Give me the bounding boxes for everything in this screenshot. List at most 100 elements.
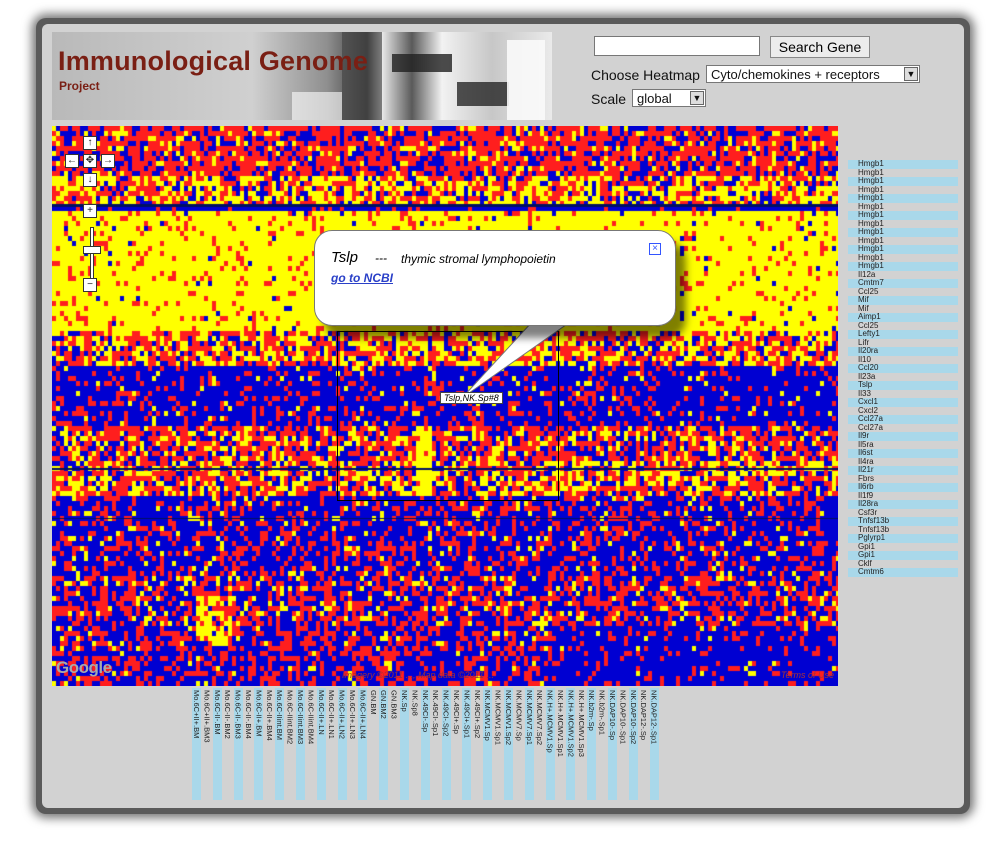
sample-label[interactable]: Mo.6C-II+.LN2 bbox=[337, 688, 347, 800]
gene-label[interactable]: Hmgb1 bbox=[848, 261, 958, 271]
gene-label[interactable]: Il33 bbox=[858, 388, 871, 398]
sample-label[interactable]: NK.MCMV1.Sp1 bbox=[494, 688, 503, 800]
gene-label[interactable]: Mif bbox=[858, 303, 869, 313]
sample-label[interactable]: Mo.6C-II-.BM2 bbox=[223, 688, 232, 800]
terms-of-use-link[interactable]: Terms of Use bbox=[780, 670, 834, 680]
sample-label[interactable]: GN.BM3 bbox=[390, 688, 399, 800]
gene-label[interactable]: Tnfsf13b bbox=[848, 516, 958, 526]
zoom-slider-thumb[interactable] bbox=[83, 246, 101, 254]
gene-label[interactable]: Il6rb bbox=[848, 482, 958, 492]
sample-label[interactable]: NK.b2m-.Sp1 bbox=[598, 688, 607, 800]
gene-label[interactable]: Gpi1 bbox=[858, 541, 875, 551]
gene-label[interactable]: Hmgb1 bbox=[848, 159, 958, 169]
gene-label[interactable]: Fbrs bbox=[858, 473, 874, 483]
sample-label[interactable]: Mo.6C-II+.LN1 bbox=[327, 688, 336, 800]
gene-label[interactable]: Il4ra bbox=[858, 456, 874, 466]
gene-label[interactable]: Il10 bbox=[858, 354, 871, 364]
pan-left-button[interactable]: ← bbox=[65, 154, 79, 168]
gene-label[interactable]: Hmgb1 bbox=[858, 201, 884, 211]
gene-label[interactable]: Cmtm6 bbox=[848, 567, 958, 577]
sample-label[interactable]: Mo.6C-II+.LN bbox=[316, 688, 326, 800]
gene-label[interactable]: Lifr bbox=[858, 337, 870, 347]
gene-label[interactable]: Il6st bbox=[848, 448, 958, 458]
gene-label[interactable]: Ccl27a bbox=[848, 414, 958, 424]
sample-label[interactable]: NK.DAP12-.Sp bbox=[639, 688, 648, 800]
heatmap-map[interactable]: ↑ ← ✥ → ↓ + − Tslp --- thymic stromal ly… bbox=[52, 126, 838, 686]
gene-label[interactable]: Cxcl2 bbox=[858, 405, 879, 415]
gene-label[interactable]: Pglyrp1 bbox=[848, 533, 958, 543]
search-gene-button[interactable]: Search Gene bbox=[770, 36, 870, 58]
sample-label[interactable]: NK.b2m-.Sp bbox=[587, 688, 597, 800]
gene-label[interactable]: Il20ra bbox=[848, 346, 958, 356]
close-icon[interactable]: × bbox=[649, 243, 661, 255]
sample-label[interactable]: Mo.6C-II-.BM4 bbox=[244, 688, 253, 800]
gene-label[interactable]: Cxcl1 bbox=[848, 397, 958, 407]
gene-label[interactable]: Il12a bbox=[858, 269, 876, 279]
sample-label[interactable]: NK.49CI+.Sp2 bbox=[473, 688, 482, 800]
gene-label[interactable]: Ccl25 bbox=[858, 320, 879, 330]
ncbi-link[interactable]: go to NCBI bbox=[331, 271, 393, 285]
gene-label[interactable]: Ccl20 bbox=[848, 363, 958, 373]
heatmap-select[interactable]: Cyto/chemokines + receptors ▼ bbox=[706, 65, 920, 83]
sample-label[interactable]: NK.H+.MCMV1.Sp1 bbox=[556, 688, 565, 800]
gene-label[interactable]: Il9r bbox=[848, 431, 958, 441]
sample-label[interactable]: NK.49CI-.Sp2 bbox=[441, 688, 451, 800]
sample-label[interactable]: NK.DAP10-.Sp bbox=[608, 688, 617, 800]
heatmap-canvas[interactable] bbox=[52, 126, 838, 686]
gene-label[interactable]: Csf3r bbox=[858, 507, 878, 517]
gene-label[interactable]: Il1f9 bbox=[858, 490, 874, 500]
sample-label[interactable]: NK.Sp8 bbox=[410, 688, 419, 800]
gene-label[interactable]: Ccl27a bbox=[858, 422, 883, 432]
sample-label[interactable]: Mo.6C-IIint.BM3 bbox=[296, 688, 305, 800]
sample-label[interactable]: NK.H+.MCMV1.Sp3 bbox=[577, 688, 586, 800]
pan-right-button[interactable]: → bbox=[101, 154, 115, 168]
sample-label[interactable]: Mo.6C-II+.LN4 bbox=[358, 688, 368, 800]
gene-label[interactable]: Il28ra bbox=[848, 499, 958, 509]
sample-label[interactable]: NK.MCMV1.Sp bbox=[483, 688, 493, 800]
gene-label[interactable]: Cklf bbox=[858, 558, 872, 568]
sample-label[interactable]: NK.49CI+.Sp bbox=[452, 688, 461, 800]
gene-label[interactable]: Il21r bbox=[848, 465, 958, 475]
pan-center-button[interactable]: ✥ bbox=[83, 154, 97, 168]
sample-label[interactable]: NK.H+.MCMV1.Sp bbox=[545, 688, 555, 800]
zoom-in-button[interactable]: + bbox=[83, 204, 97, 218]
gene-label[interactable]: Hmgb1 bbox=[848, 193, 958, 203]
gene-label[interactable]: Tslp bbox=[848, 380, 958, 390]
gene-label[interactable]: Hmgb1 bbox=[848, 244, 958, 254]
sample-label[interactable]: Mo.6C-II-.BM bbox=[212, 688, 222, 800]
gene-label[interactable]: Aimp1 bbox=[848, 312, 958, 322]
gene-label[interactable]: Ccl25 bbox=[858, 286, 879, 296]
gene-label[interactable]: Hmgb1 bbox=[848, 210, 958, 220]
sample-label[interactable]: NK.DAP10-.Sp2 bbox=[628, 688, 638, 800]
sample-label[interactable]: NK.DAP10-.Sp1 bbox=[618, 688, 627, 800]
sample-label[interactable]: Mo.6C-IIint.BM4 bbox=[306, 688, 315, 800]
gene-label[interactable]: Hmgb1 bbox=[858, 252, 884, 262]
zoom-out-button[interactable]: − bbox=[83, 278, 97, 292]
sample-label[interactable]: Mo.6C-II-.BM3 bbox=[233, 688, 243, 800]
gene-label[interactable]: Hmgb1 bbox=[858, 218, 884, 228]
google-logo[interactable]: Google bbox=[56, 658, 112, 677]
sample-label[interactable]: Mo.6C-II+.BM bbox=[254, 688, 264, 800]
gene-label[interactable]: Il5ra bbox=[858, 439, 874, 449]
gene-label[interactable]: Hmgb1 bbox=[858, 235, 884, 245]
gene-label[interactable]: Cmtm7 bbox=[848, 278, 958, 288]
sample-label[interactable]: NK.49CI-.Sp1 bbox=[431, 688, 440, 800]
sample-label[interactable]: NK.DAP12-.Sp1 bbox=[649, 688, 659, 800]
sample-label[interactable]: NK.H+.MCMV1.Sp2 bbox=[566, 688, 576, 800]
sample-label[interactable]: Mo.6C+II+.BM3 bbox=[202, 688, 211, 800]
gene-label[interactable]: Hmgb1 bbox=[848, 227, 958, 237]
search-input[interactable] bbox=[594, 36, 760, 56]
gene-label[interactable]: Hmgb1 bbox=[848, 176, 958, 186]
gene-label[interactable]: Hmgb1 bbox=[858, 167, 884, 177]
gene-label[interactable]: Lefty1 bbox=[848, 329, 958, 339]
sample-label[interactable]: Mo.6C-IIint.BM bbox=[275, 688, 285, 800]
sample-label[interactable]: NK.MCMV7.Sp bbox=[514, 688, 523, 800]
sample-label[interactable]: GN.BM2 bbox=[379, 688, 389, 800]
pan-up-button[interactable]: ↑ bbox=[83, 136, 97, 150]
sample-label[interactable]: NK.49CI+.Sp1 bbox=[462, 688, 472, 800]
site-banner[interactable]: Immunological Genome Project bbox=[52, 32, 552, 120]
gene-label[interactable]: Mif bbox=[848, 295, 958, 305]
sample-label[interactable]: Mo.6C-II+.BM4 bbox=[265, 688, 274, 800]
sample-label[interactable]: GN.BM bbox=[369, 688, 378, 800]
gene-label[interactable]: Hmgb1 bbox=[858, 184, 884, 194]
